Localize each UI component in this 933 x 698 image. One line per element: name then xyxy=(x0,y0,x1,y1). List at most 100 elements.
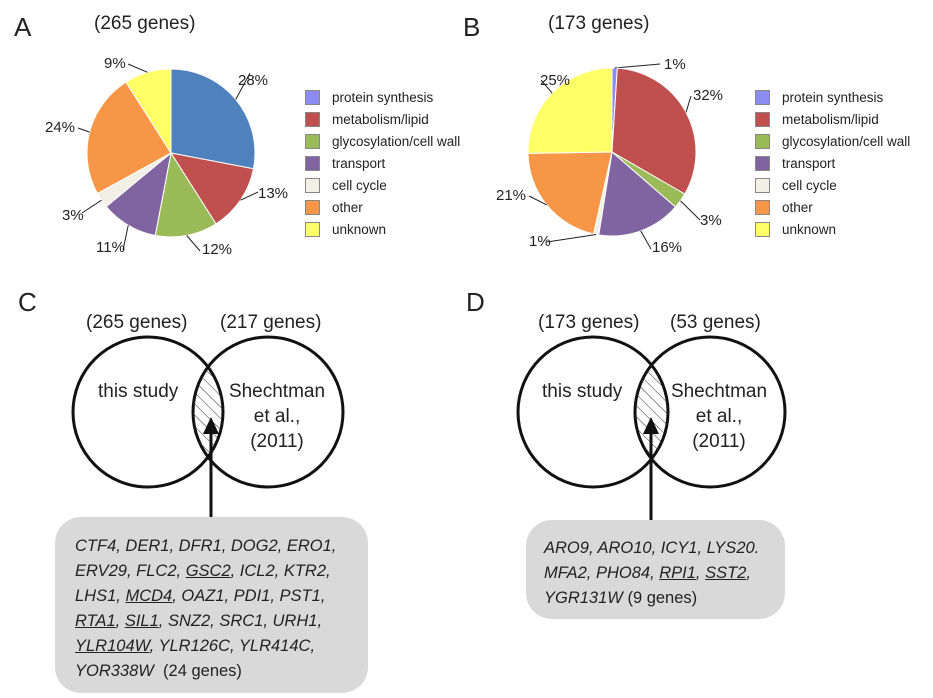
legend-a-swatch-other xyxy=(305,199,320,215)
venn-c-left-label: this study xyxy=(98,381,179,402)
legend-b-swatch-metabolism-lipid xyxy=(755,111,770,127)
legend-b-item-cell-cycle: cell cycle xyxy=(755,174,910,196)
pie-b-slice-unknown xyxy=(527,67,613,154)
separator: , xyxy=(586,564,596,582)
separator: , xyxy=(115,612,125,630)
gene-list-box-c: CTF4, DER1, DFR1, DOG2, ERO1, ERV29, FLC2… xyxy=(55,517,368,693)
legend-a-swatch-transport xyxy=(305,155,320,171)
pie-b-gene-count: (173 genes) xyxy=(548,13,650,34)
pie-b-slice-other xyxy=(527,151,613,235)
gene-name: YLR414C xyxy=(238,637,311,655)
venn-d-arrow-head xyxy=(643,417,659,434)
legend-a-item-transport: transport xyxy=(305,152,460,174)
legend-b-swatch-transport xyxy=(755,155,770,171)
venn-c-right-label: Shechtman et al., (2011) xyxy=(222,379,332,454)
legend-a-label-protein-synthesis: protein synthesis xyxy=(332,89,434,105)
gene-name: URH1 xyxy=(272,612,318,630)
gene-list-box-d: ARO9, ARO10, ICY1, LYS20. MFA2, PHO84, RP… xyxy=(526,520,785,619)
legend-b: protein synthesis metabolism/lipid glycosy… xyxy=(755,86,910,240)
venn-d-right-label-line1: Shechtman xyxy=(670,381,768,402)
panel-letter-b: B xyxy=(463,12,481,42)
pie-a-leader-transport xyxy=(122,225,129,251)
gene-name: LHS1 xyxy=(75,587,117,605)
pie-b-label-other: 21% xyxy=(496,187,526,204)
legend-a-swatch-protein-synthesis xyxy=(305,89,320,105)
legend-a-item-other: other xyxy=(305,196,460,218)
gene-count-text: (9 genes) xyxy=(622,589,698,607)
pie-b-leader-glycosylation-cell-wall xyxy=(680,200,701,221)
legend-b-item-protein-synthesis: protein synthesis xyxy=(755,86,910,108)
separator: , xyxy=(326,562,331,580)
gene-name: KTR2 xyxy=(283,562,327,580)
separator: , xyxy=(310,637,316,655)
gene-name: SNZ2 xyxy=(167,612,211,630)
gene-name: DOG2 xyxy=(230,537,278,555)
legend-a-label-other: other xyxy=(332,199,363,215)
legend-b-item-metabolism-lipid: metabolism/lipid xyxy=(755,108,910,130)
separator: , xyxy=(650,564,660,582)
gene-list-c-line: LHS1, MCD4, OAZ1, PDI1, PST1, xyxy=(75,584,368,609)
pie-b-leader-other xyxy=(528,195,548,206)
separator: , xyxy=(331,537,337,555)
gene-name: SST2 xyxy=(705,564,747,582)
gene-name: ICY1 xyxy=(660,539,698,557)
legend-a-item-protein-synthesis: protein synthesis xyxy=(305,86,460,108)
legend-b-swatch-glycosylation-cell-wall xyxy=(755,133,770,149)
legend-a-swatch-cell-cycle xyxy=(305,177,320,193)
venn-diagram-c xyxy=(71,335,345,517)
separator: , xyxy=(116,587,126,605)
venn-diagram-d xyxy=(516,335,787,520)
legend-b-swatch-unknown xyxy=(755,221,770,237)
gene-name: MFA2 xyxy=(544,564,587,582)
pie-b-label-cell-cycle: 1% xyxy=(529,233,551,250)
pie-a-leader-unknown xyxy=(127,63,148,73)
gene-name: ICL2 xyxy=(239,562,275,580)
legend-a-label-transport: transport xyxy=(332,155,386,171)
gene-list-d-line: ARO9, ARO10, ICY1, LYS20. xyxy=(544,536,785,561)
legend-b-label-other: other xyxy=(782,199,813,215)
gene-name: DER1 xyxy=(125,537,170,555)
legend-b-swatch-protein-synthesis xyxy=(755,89,770,105)
separator: , xyxy=(651,539,661,557)
separator: , xyxy=(746,564,751,582)
pie-b-leader-unknown xyxy=(540,79,553,94)
venn-d-right-label: Shechtman et al., (2011) xyxy=(664,379,774,454)
gene-name: PDI1 xyxy=(233,587,271,605)
gene-name: LYS20. xyxy=(706,539,760,557)
pie-b-leader-transport xyxy=(640,230,652,250)
pie-b-label-glycosylation-cell-wall: 3% xyxy=(700,212,722,229)
pie-a-label-cell-cycle: 3% xyxy=(62,207,84,224)
legend-a-swatch-glycosylation-cell-wall xyxy=(305,133,320,149)
gene-count-text: (24 genes) xyxy=(153,662,242,680)
venn-c-right-label-line3: (2011) xyxy=(250,431,304,452)
gene-name: GSC2 xyxy=(185,562,231,580)
pie-b-leader-cell-cycle xyxy=(546,233,597,243)
pie-a-slice-other xyxy=(86,81,172,195)
gene-list-c-line: RTA1, SIL1, SNZ2, SRC1, URH1, xyxy=(75,609,368,634)
legend-a-item-glycosylation-cell-wall: glycosylation/cell wall xyxy=(305,130,460,152)
legend-a-item-unknown: unknown xyxy=(305,218,460,240)
legend-b-item-unknown: unknown xyxy=(755,218,910,240)
legend-a-label-cell-cycle: cell cycle xyxy=(332,177,387,193)
legend-a-item-cell-cycle: cell cycle xyxy=(305,174,460,196)
gene-name: SIL1 xyxy=(124,612,159,630)
panel-letter-a: A xyxy=(14,12,32,42)
separator: , xyxy=(270,587,280,605)
venn-c-right-label-line1: Shechtman xyxy=(228,381,326,402)
separator: , xyxy=(149,637,159,655)
legend-b-swatch-cell-cycle xyxy=(755,177,770,193)
gene-list-d-line: YGR131W (9 genes) xyxy=(544,586,785,611)
separator: , xyxy=(588,539,598,557)
legend-a-label-metabolism-lipid: metabolism/lipid xyxy=(332,111,429,127)
legend-b-label-glycosylation-cell-wall: glycosylation/cell wall xyxy=(782,133,911,149)
separator: , xyxy=(230,637,239,655)
legend-a: protein synthesis metabolism/lipid glycosy… xyxy=(305,86,460,240)
pie-a-label-metabolism-lipid: 13% xyxy=(258,185,288,202)
pie-b-slice-metabolism-lipid xyxy=(611,67,697,195)
pie-a-label-glycosylation-cell-wall: 12% xyxy=(202,241,232,258)
separator: , xyxy=(320,587,326,605)
venn-c-right-count: (217 genes) xyxy=(220,312,322,333)
legend-a-label-unknown: unknown xyxy=(332,221,387,237)
legend-b-item-other: other xyxy=(755,196,910,218)
separator: , xyxy=(169,537,179,555)
